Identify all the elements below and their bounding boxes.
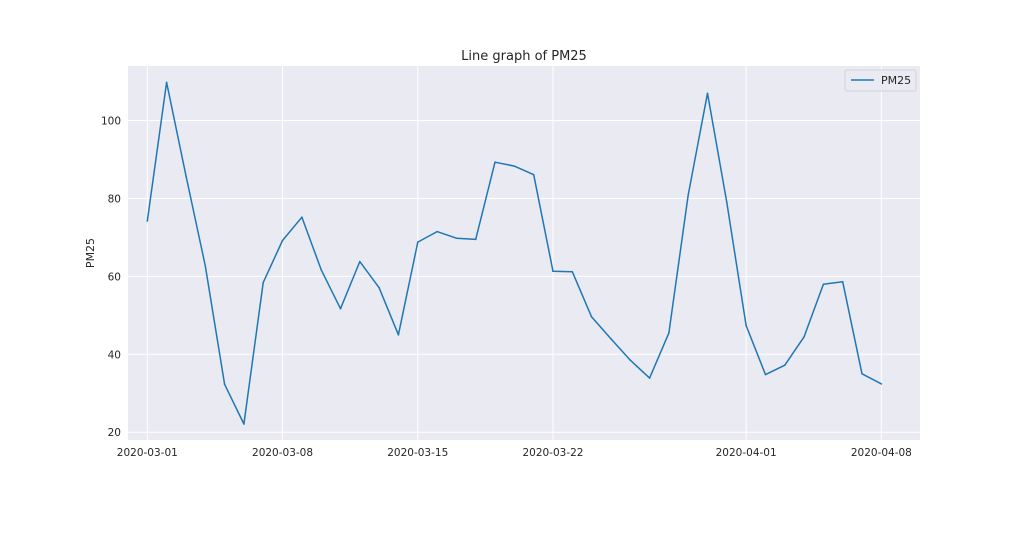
data-point xyxy=(398,334,400,336)
x-tick-label: 2020-03-08 xyxy=(252,447,313,459)
data-point xyxy=(649,377,651,379)
data-point xyxy=(591,316,593,318)
data-point xyxy=(745,325,747,327)
x-tick-label: 2020-04-08 xyxy=(851,447,912,459)
data-point xyxy=(842,281,844,283)
data-point xyxy=(861,373,863,375)
chart-title: Line graph of PM25 xyxy=(461,49,587,64)
data-point xyxy=(629,359,631,361)
data-point xyxy=(494,161,496,163)
data-point xyxy=(533,174,535,176)
y-axis-ticks: 20 40 60 80 100 xyxy=(101,116,121,440)
data-point xyxy=(803,336,805,338)
legend-label: PM25 xyxy=(881,74,911,87)
data-point xyxy=(166,82,168,84)
y-tick-label: 40 xyxy=(108,349,121,361)
y-tick-label: 100 xyxy=(101,116,121,128)
data-point xyxy=(456,237,458,239)
data-point xyxy=(707,92,709,94)
data-point xyxy=(320,269,322,271)
data-point xyxy=(610,338,612,340)
data-point xyxy=(823,283,825,285)
data-point xyxy=(204,265,206,267)
x-tick-label: 2020-03-22 xyxy=(522,447,583,459)
data-point xyxy=(765,374,767,376)
data-point xyxy=(687,194,689,196)
data-point xyxy=(262,282,264,284)
data-point xyxy=(571,271,573,273)
y-tick-label: 80 xyxy=(108,193,121,205)
data-point xyxy=(340,308,342,310)
data-point xyxy=(668,332,670,334)
y-tick-label: 60 xyxy=(108,271,121,283)
data-point xyxy=(552,271,554,273)
data-point xyxy=(147,220,149,222)
data-point xyxy=(475,239,477,241)
x-tick-label: 2020-03-15 xyxy=(387,447,448,459)
x-axis-ticks: 2020-03-01 2020-03-08 2020-03-15 2020-03-22… xyxy=(117,447,912,459)
x-tick-label: 2020-03-01 xyxy=(117,447,178,459)
data-point xyxy=(301,216,303,218)
data-point xyxy=(436,231,438,233)
data-point xyxy=(224,383,226,385)
data-point xyxy=(359,261,361,263)
data-point xyxy=(185,175,187,177)
plot-background xyxy=(128,66,920,440)
data-point xyxy=(378,287,380,289)
data-point xyxy=(784,364,786,366)
data-point xyxy=(514,165,516,167)
x-tick-label: 2020-04-01 xyxy=(716,447,777,459)
data-point xyxy=(881,383,883,385)
data-point xyxy=(417,241,419,243)
data-point xyxy=(282,240,284,242)
legend: PM25 xyxy=(845,70,916,91)
y-tick-label: 20 xyxy=(108,427,121,439)
data-point xyxy=(243,423,245,425)
y-axis-label: PM25 xyxy=(84,238,97,268)
data-point xyxy=(726,202,728,204)
